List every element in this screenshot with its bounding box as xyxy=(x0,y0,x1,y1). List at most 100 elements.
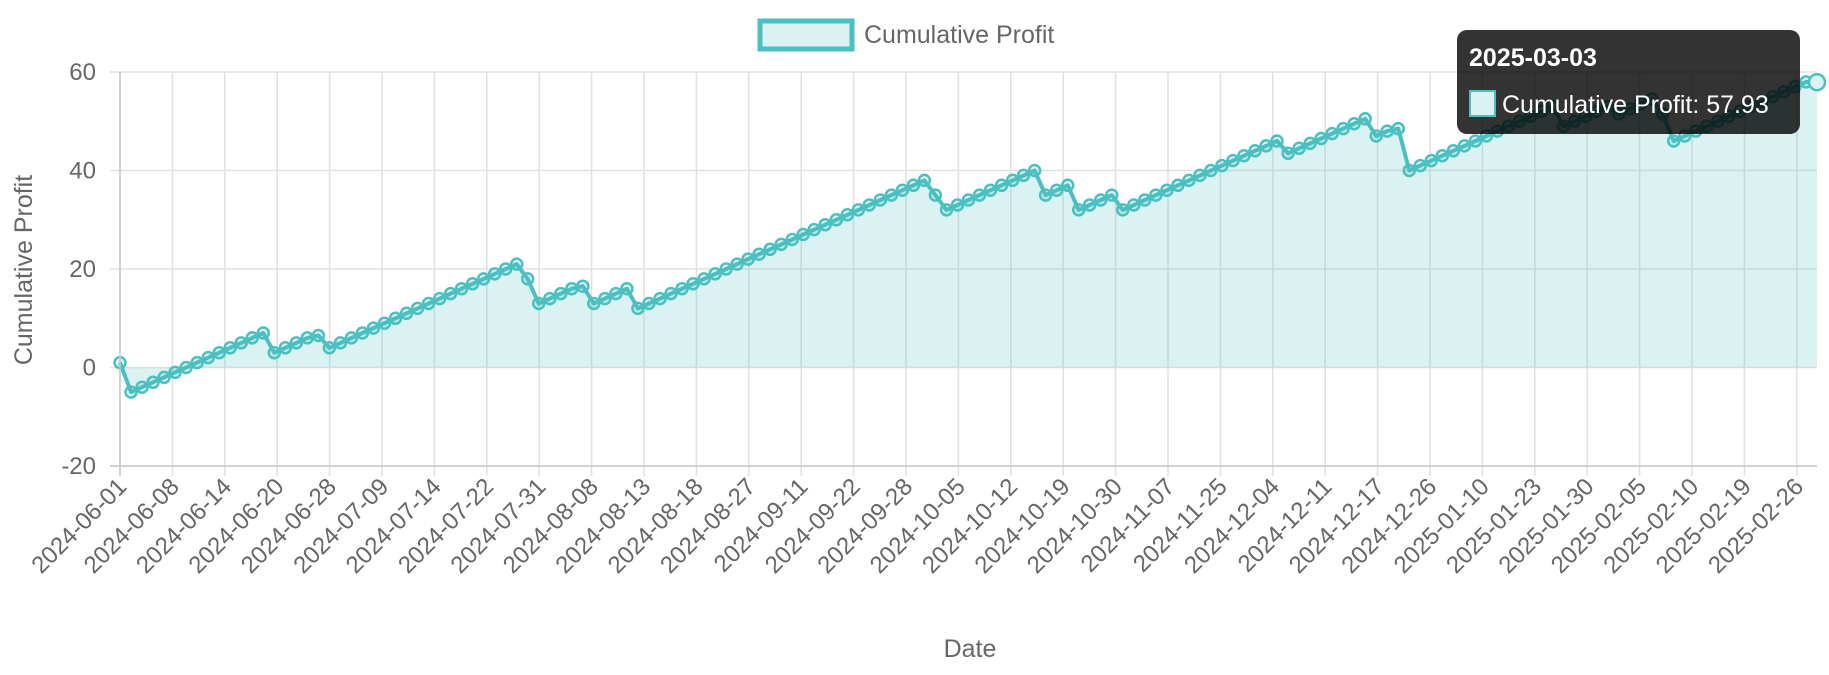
data-point[interactable] xyxy=(873,193,888,207)
data-point[interactable] xyxy=(554,286,568,301)
data-point[interactable] xyxy=(1071,203,1086,217)
data-point[interactable] xyxy=(355,326,370,340)
data-point[interactable] xyxy=(818,217,832,232)
data-point[interactable] xyxy=(498,262,513,276)
data-point[interactable] xyxy=(895,183,910,197)
data-point[interactable] xyxy=(421,296,436,311)
data-point[interactable] xyxy=(520,272,535,286)
data-point[interactable] xyxy=(1193,168,1207,183)
data-point[interactable] xyxy=(609,286,623,301)
data-point[interactable] xyxy=(587,296,601,311)
data-point[interactable] xyxy=(234,336,248,350)
data-point[interactable] xyxy=(1082,198,1097,212)
data-point[interactable] xyxy=(1457,139,1472,153)
data-point[interactable] xyxy=(1336,121,1350,136)
data-point[interactable] xyxy=(653,291,667,306)
data-point[interactable] xyxy=(443,286,458,301)
data-point[interactable] xyxy=(278,341,293,355)
data-point[interactable] xyxy=(1038,188,1053,202)
data-point[interactable] xyxy=(1160,183,1174,197)
data-point[interactable] xyxy=(245,331,259,345)
data-point[interactable] xyxy=(1226,153,1240,168)
data-point[interactable] xyxy=(267,345,282,360)
data-point[interactable] xyxy=(1182,173,1196,188)
data-point[interactable] xyxy=(719,262,733,276)
data-point[interactable] xyxy=(432,291,447,306)
data-point[interactable] xyxy=(1171,178,1185,193)
data-point[interactable] xyxy=(377,316,392,330)
data-point[interactable] xyxy=(631,301,645,316)
data-point[interactable] xyxy=(1413,158,1428,173)
data-point[interactable] xyxy=(454,281,469,296)
data-point[interactable] xyxy=(223,341,237,355)
data-point[interactable] xyxy=(829,213,844,227)
data-point[interactable] xyxy=(1248,144,1262,158)
data-point[interactable] xyxy=(333,336,348,350)
data-point[interactable] xyxy=(366,321,381,335)
data-point[interactable] xyxy=(1237,148,1251,163)
data-point[interactable] xyxy=(1402,163,1417,178)
data-point[interactable] xyxy=(1215,158,1229,173)
data-point[interactable] xyxy=(1347,116,1361,131)
data-point[interactable] xyxy=(664,286,678,301)
data-point[interactable] xyxy=(939,203,954,217)
data-point[interactable] xyxy=(344,331,359,345)
data-point[interactable] xyxy=(807,222,821,237)
data-point[interactable] xyxy=(983,183,998,197)
data-point[interactable] xyxy=(1016,168,1031,183)
data-point[interactable] xyxy=(509,257,524,271)
data-point[interactable] xyxy=(531,296,546,311)
data-point[interactable] xyxy=(917,173,932,188)
data-point[interactable] xyxy=(212,345,226,360)
data-point[interactable] xyxy=(1380,124,1394,138)
data-point[interactable] xyxy=(388,311,403,326)
data-point[interactable] xyxy=(961,193,976,207)
data-point[interactable] xyxy=(1060,178,1075,193)
data-point[interactable] xyxy=(1666,134,1681,148)
data-point[interactable] xyxy=(928,188,943,202)
data-point[interactable] xyxy=(1391,121,1406,136)
data-point[interactable] xyxy=(741,252,755,266)
data-point[interactable] xyxy=(1325,126,1339,141)
data-point[interactable] xyxy=(642,296,656,311)
data-point[interactable] xyxy=(256,326,271,340)
data-point[interactable] xyxy=(1259,139,1273,153)
data-point[interactable] xyxy=(565,281,579,296)
data-point[interactable] xyxy=(1105,188,1119,202)
data-point[interactable] xyxy=(972,188,987,202)
data-point[interactable] xyxy=(763,242,777,257)
data-point[interactable] xyxy=(1369,129,1383,143)
data-point[interactable] xyxy=(620,281,634,296)
data-point[interactable] xyxy=(487,267,502,281)
data-point[interactable] xyxy=(851,203,866,217)
data-point[interactable] xyxy=(752,247,766,261)
data-point[interactable] xyxy=(675,281,689,296)
data-point[interactable] xyxy=(146,375,160,390)
data-point[interactable] xyxy=(543,291,557,306)
data-point[interactable] xyxy=(697,272,711,286)
data-point[interactable] xyxy=(1116,203,1130,217)
data-point[interactable] xyxy=(1303,136,1317,151)
data-point[interactable] xyxy=(1049,183,1064,197)
data-point[interactable] xyxy=(289,336,304,350)
data-point[interactable] xyxy=(576,279,590,293)
data-point[interactable] xyxy=(311,328,326,343)
data-point[interactable] xyxy=(950,198,965,212)
data-point[interactable] xyxy=(322,341,337,355)
data-point[interactable] xyxy=(686,277,700,291)
data-point[interactable] xyxy=(1093,193,1108,207)
data-point[interactable] xyxy=(1468,134,1483,148)
data-point[interactable] xyxy=(1314,131,1328,146)
data-point[interactable] xyxy=(1127,198,1141,212)
data-point[interactable] xyxy=(774,237,788,252)
data-point[interactable] xyxy=(906,178,921,193)
data-point[interactable] xyxy=(598,291,612,306)
data-point[interactable] xyxy=(135,380,149,394)
legend-label[interactable]: Cumulative Profit xyxy=(864,21,1054,49)
data-point[interactable] xyxy=(157,370,171,385)
data-point[interactable] xyxy=(1446,144,1461,158)
data-point[interactable] xyxy=(1807,72,1827,92)
data-point[interactable] xyxy=(1424,153,1439,168)
legend[interactable]: Cumulative Profit xyxy=(757,18,1054,52)
data-point[interactable] xyxy=(1292,141,1306,156)
